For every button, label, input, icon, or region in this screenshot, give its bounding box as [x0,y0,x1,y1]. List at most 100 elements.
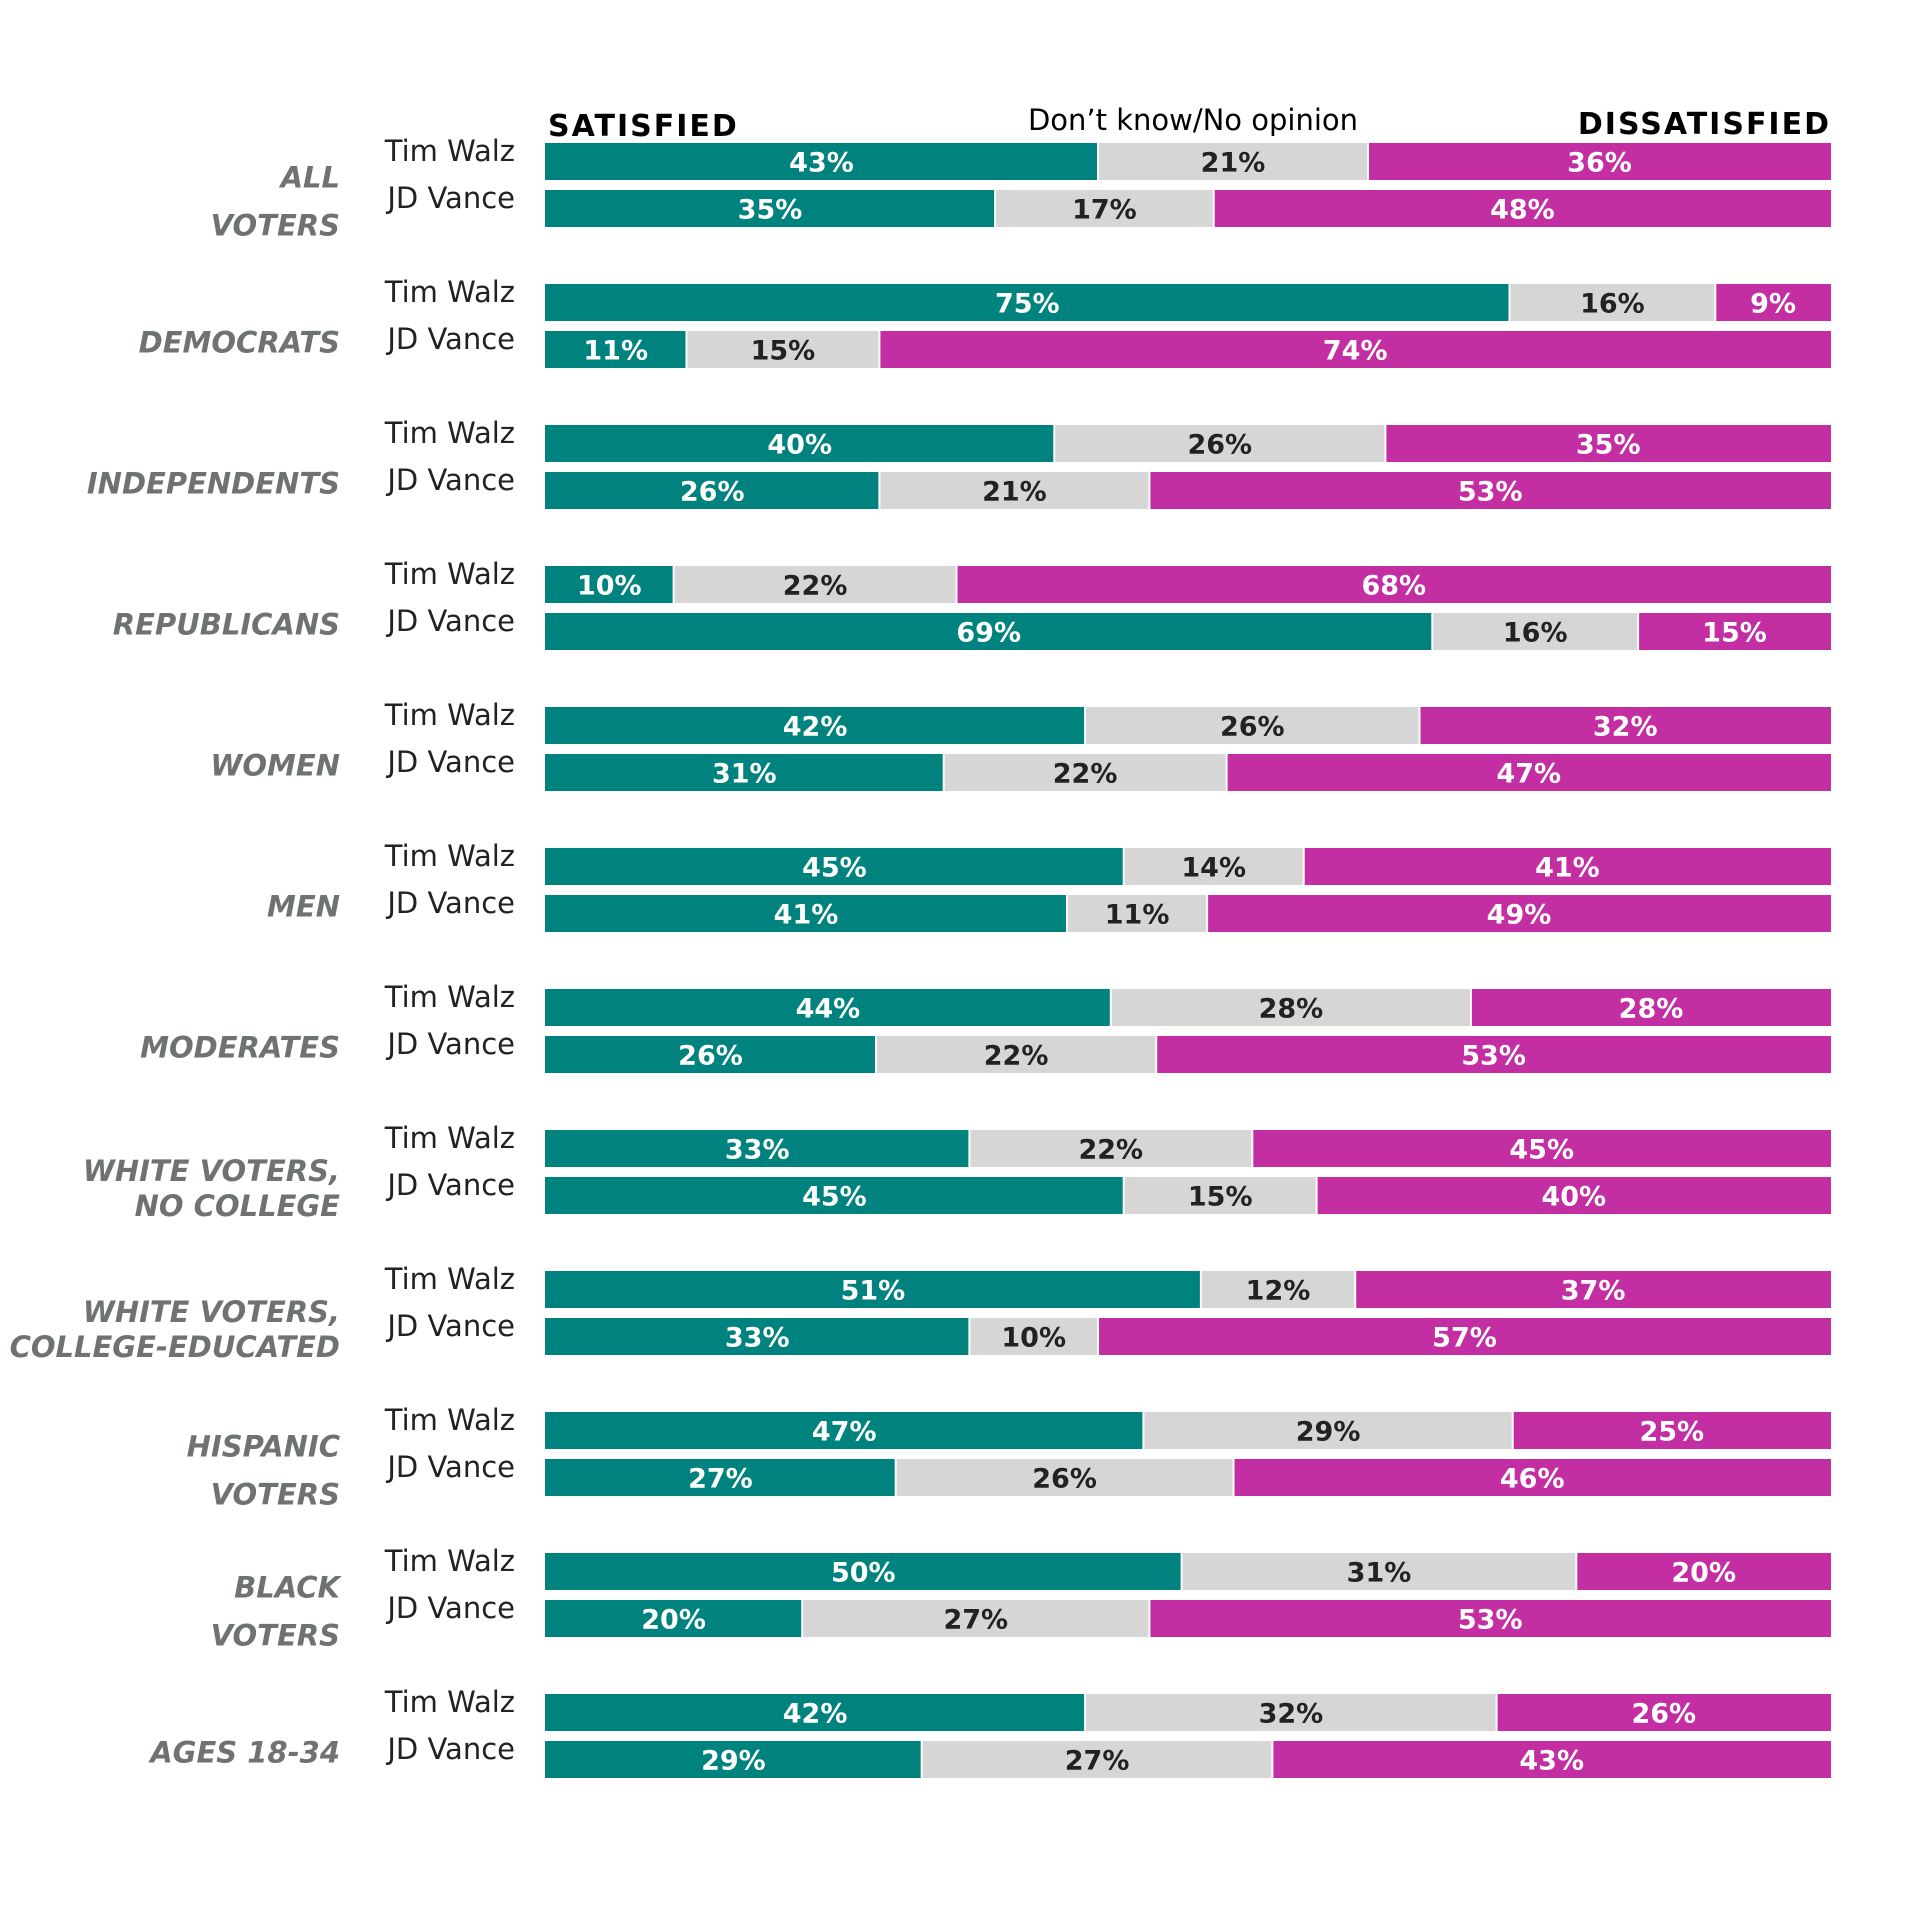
data-label-dissatisfied: 40% [1541,1182,1606,1213]
row-label: JD Vance [385,1732,515,1766]
data-label-dissatisfied: 20% [1671,1558,1736,1589]
bar-segment-dissatisfied [1638,613,1831,650]
legend-dont-know: Don’t know/No opinion [1028,103,1358,137]
group-label: WHITE VOTERS, [83,1295,340,1329]
bar-segment-dont-know [895,1459,1234,1496]
bar-segment-dont-know [969,1318,1098,1355]
segment-divider [968,1130,971,1167]
group-label: REPUBLICANS [113,608,340,642]
segment-divider [1418,707,1421,744]
row-label: JD Vance [385,322,515,356]
bar-segment-dont-know [921,1741,1273,1778]
group-label: NO COLLEGE [135,1189,341,1223]
group-label: AGES 18-34 [148,1736,340,1770]
row-label: JD Vance [385,1027,515,1061]
segment-divider [1084,707,1087,744]
data-label-dont-know: 21% [982,477,1047,508]
row-label: Tim Walz [384,1403,515,1437]
segment-divider [1508,284,1511,321]
bar-segment-dont-know [1110,989,1471,1026]
segment-divider [1384,425,1387,462]
bar-segment-dissatisfied [1368,143,1831,180]
legend-dissatisfied: DISSATISFIED [1578,107,1831,142]
segment-divider [1097,1318,1099,1355]
segment-divider [942,754,945,791]
group-label: HISPANIC [187,1430,340,1464]
bar-segment-satisfied [545,1177,1124,1214]
group-1: DEMOCRATS Tim Walz 75% 16% 9% JD Vance 11% 15% 7… [139,275,1831,368]
data-label-satisfied: 50% [831,1558,896,1589]
data-label-dissatisfied: 26% [1631,1699,1696,1730]
segment-divider [672,566,675,603]
bar-segment-satisfied [545,425,1055,462]
data-label-dont-know: 17% [1072,195,1137,226]
bar-segment-dissatisfied [1149,472,1831,509]
group-label: MODERATES [140,1031,340,1065]
segment-divider [1148,472,1151,509]
row-label: JD Vance [385,745,515,779]
data-label-satisfied: 26% [680,477,745,508]
bar-segment-dissatisfied [1233,1459,1831,1496]
bar-segment-dissatisfied [1207,895,1831,932]
bar-segment-dont-know [879,472,1150,509]
data-label-dont-know: 26% [1220,712,1285,743]
row-label: Tim Walz [384,1685,515,1719]
bar-segment-dont-know [1432,613,1639,650]
segment-divider [968,1318,971,1355]
data-label-dissatisfied: 46% [1500,1464,1565,1495]
bar-segment-satisfied [545,1318,970,1355]
bar-segment-dont-know [1509,284,1716,321]
row-label: Tim Walz [384,416,515,450]
row-label: Tim Walz [384,980,515,1014]
segment-divider [878,472,881,509]
data-label-satisfied: 10% [577,571,642,602]
segment-divider [1199,1271,1202,1308]
bar-segment-satisfied [545,284,1510,321]
data-label-satisfied: 40% [767,430,832,461]
bar-segment-dissatisfied [1419,707,1831,744]
data-label-dissatisfied: 15% [1702,618,1767,649]
bar-segment-dissatisfied [1149,1600,1831,1637]
group-6: MODERATES Tim Walz 44% 28% 28% JD Vance 26% 22%… [140,980,1831,1073]
bar-segment-satisfied [545,331,687,368]
segment-divider [1148,1600,1151,1637]
bar-segment-dissatisfied [1470,989,1831,1026]
bar-segment-satisfied [545,1600,803,1637]
row-label: Tim Walz [384,1121,515,1155]
bar-segment-dont-know [686,331,880,368]
data-label-satisfied: 43% [789,148,854,179]
bar-segment-satisfied [545,472,880,509]
group-5: MEN Tim Walz 45% 14% 41% JD Vance 41% 11% 49% [267,839,1831,932]
segment-divider [1575,1553,1578,1590]
data-label-dont-know: 11% [1105,900,1170,931]
data-label-dissatisfied: 68% [1361,571,1426,602]
segment-divider [1155,1036,1158,1073]
bar-segment-dissatisfied [1272,1741,1831,1778]
row-label: JD Vance [385,1591,515,1625]
segment-divider [1109,989,1112,1026]
group-label: COLLEGE-EDUCATED [10,1330,340,1364]
segment-divider [1637,613,1640,650]
segment-divider [1053,425,1056,462]
bar-segment-dissatisfied [1226,754,1831,791]
group-label: BLACK [234,1571,342,1605]
row-label: JD Vance [385,1309,515,1343]
data-label-dont-know: 15% [751,336,816,367]
data-label-dissatisfied: 28% [1619,994,1684,1025]
bar-segment-dissatisfied [956,566,1831,603]
segment-divider [685,331,688,368]
data-label-dissatisfied: 35% [1576,430,1641,461]
segment-divider [1206,895,1209,932]
bar-segment-satisfied [545,613,1433,650]
group-label: WOMEN [210,749,340,783]
segment-divider [955,566,958,603]
segment-divider [994,190,997,227]
segment-divider [1469,989,1472,1026]
bar-segment-dissatisfied [1252,1130,1831,1167]
bar-rows: ALL VOTERS Tim Walz 43% 21% 36% JD Vance 35% 17%… [10,134,1831,1778]
group-label: WHITE VOTERS, [83,1154,340,1188]
segment-divider [1142,1412,1145,1449]
segment-divider [1212,190,1215,227]
segment-divider [801,1600,804,1637]
